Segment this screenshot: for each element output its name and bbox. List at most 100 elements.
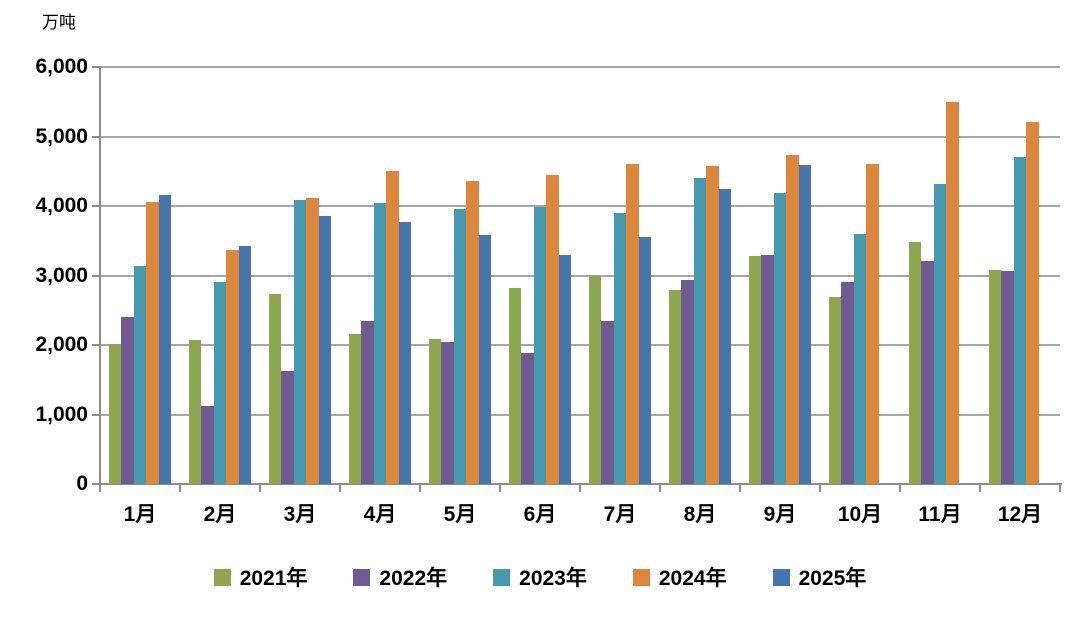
bar-2021年-8月: [668, 290, 682, 484]
bar-2023年-11月: [933, 183, 947, 484]
bar-2022年-10月: [841, 281, 854, 484]
bar-2025年-3月: [318, 215, 332, 484]
plot-area: [100, 66, 1060, 484]
x-tick-label-8月: 8月: [683, 503, 717, 526]
x-tick-mark: [819, 484, 821, 492]
x-tick-label-5月: 5月: [443, 503, 477, 526]
bar-2022年-9月: [761, 254, 774, 484]
x-tick-label-10月: 10月: [837, 503, 883, 526]
x-tick-mark: [1059, 484, 1061, 492]
x-tick-mark: [259, 484, 261, 492]
y-tick-label-6,000: 6,000: [35, 55, 88, 78]
y-tick-mark: [92, 274, 100, 277]
y-tick-label-0: 0: [76, 472, 88, 495]
y-tick-mark: [92, 205, 100, 207]
x-tick-label-11月: 11月: [918, 503, 962, 526]
bar-2021年-2月: [188, 340, 202, 484]
x-tick-mark: [739, 484, 741, 492]
x-tick-label-2月: 2月: [203, 503, 237, 526]
x-tick-mark: [659, 484, 661, 492]
x-tick-mark: [499, 484, 501, 492]
bar-2024年-4月: [386, 170, 399, 484]
legend-item-2021年: 2021年: [213, 562, 308, 592]
legend-label: 2022年: [379, 567, 448, 590]
legend-item-2022年: 2022年: [353, 562, 447, 592]
legend-label: 2024年: [658, 567, 727, 590]
legend-item-2024年: 2024年: [632, 562, 727, 592]
x-tick-mark: [899, 484, 901, 492]
y-tick-mark: [92, 413, 100, 416]
gridline-1,000: [100, 413, 1060, 416]
bar-2025年-1月: [158, 194, 172, 484]
bar-2021年-11月: [908, 242, 922, 484]
bar-2024年-10月: [866, 163, 879, 484]
bar-2024年-1月: [146, 201, 159, 484]
x-tick-label-1月: 1月: [123, 503, 157, 526]
bar-2021年-12月: [988, 269, 1002, 484]
gridline-4,000: [100, 205, 1060, 207]
bar-2021年-5月: [428, 338, 442, 484]
x-tick-label-6月: 6月: [523, 503, 557, 526]
bar-2025年-2月: [238, 245, 252, 484]
legend-swatch-icon: [353, 568, 371, 586]
legend-label: 2021年: [239, 567, 308, 590]
bar-2022年-5月: [441, 341, 454, 484]
bar-2023年-8月: [693, 177, 707, 484]
bar-2021年-9月: [748, 256, 762, 484]
bar-2022年-11月: [921, 260, 934, 484]
x-tick-mark: [339, 484, 341, 492]
bar-2022年-6月: [521, 352, 534, 484]
x-tick-mark: [579, 484, 581, 492]
bar-2023年-2月: [213, 281, 227, 484]
bar-2023年-1月: [133, 266, 147, 484]
bar-2021年-1月: [108, 343, 122, 484]
y-tick-label-2,000: 2,000: [35, 333, 88, 356]
bar-2023年-3月: [293, 199, 307, 484]
bar-2022年-1月: [121, 317, 134, 484]
bar-2024年-7月: [626, 164, 639, 484]
bar-2025年-5月: [478, 234, 492, 484]
y-axis-line: [99, 66, 101, 490]
legend-label: 2023年: [519, 567, 587, 590]
x-tick-label-12月: 12月: [997, 503, 1043, 526]
y-tick-label-1,000: 1,000: [35, 402, 88, 426]
y-tick-label-4,000: 4,000: [35, 194, 88, 217]
bar-2021年-6月: [508, 288, 522, 484]
x-tick-label-4月: 4月: [363, 503, 397, 526]
x-tick-label-9月: 9月: [763, 503, 797, 526]
x-axis-line: [92, 483, 1062, 485]
bar-2025年-9月: [798, 165, 812, 484]
bar-2022年-2月: [201, 406, 214, 484]
legend-swatch-icon: [213, 568, 231, 586]
bar-2021年-3月: [268, 294, 282, 484]
bar-2025年-6月: [558, 254, 572, 484]
bar-2023年-6月: [533, 206, 547, 484]
legend-swatch-icon: [632, 568, 650, 586]
legend-label: 2025年: [798, 567, 867, 590]
bar-2025年-4月: [398, 222, 412, 484]
bar-2022年-7月: [601, 321, 614, 484]
bar-2025年-8月: [718, 189, 732, 484]
gridline-3,000: [100, 274, 1060, 277]
x-tick-mark: [99, 484, 101, 492]
y-tick-label-3,000: 3,000: [35, 263, 88, 287]
y-tick-label-5,000: 5,000: [35, 124, 88, 148]
y-tick-mark: [92, 66, 100, 68]
gridline-5,000: [100, 135, 1060, 138]
legend: 2021年 2022年 2023年 2024年 2025年: [0, 562, 1080, 592]
bar-2023年-7月: [613, 212, 627, 484]
bar-2023年-10月: [853, 233, 867, 484]
gridline-6,000: [100, 66, 1060, 68]
x-tick-mark: [419, 484, 421, 492]
bar-2024年-2月: [226, 250, 239, 484]
x-tick-mark: [979, 484, 981, 492]
gridline-2,000: [100, 344, 1060, 346]
y-tick-mark: [92, 135, 100, 138]
legend-item-2025年: 2025年: [772, 562, 867, 592]
bar-2023年-12月: [1013, 157, 1027, 484]
bar-2023年-5月: [453, 209, 467, 484]
bar-2023年-4月: [373, 202, 387, 484]
bar-2025年-7月: [638, 237, 652, 484]
bar-2024年-6月: [546, 175, 559, 484]
